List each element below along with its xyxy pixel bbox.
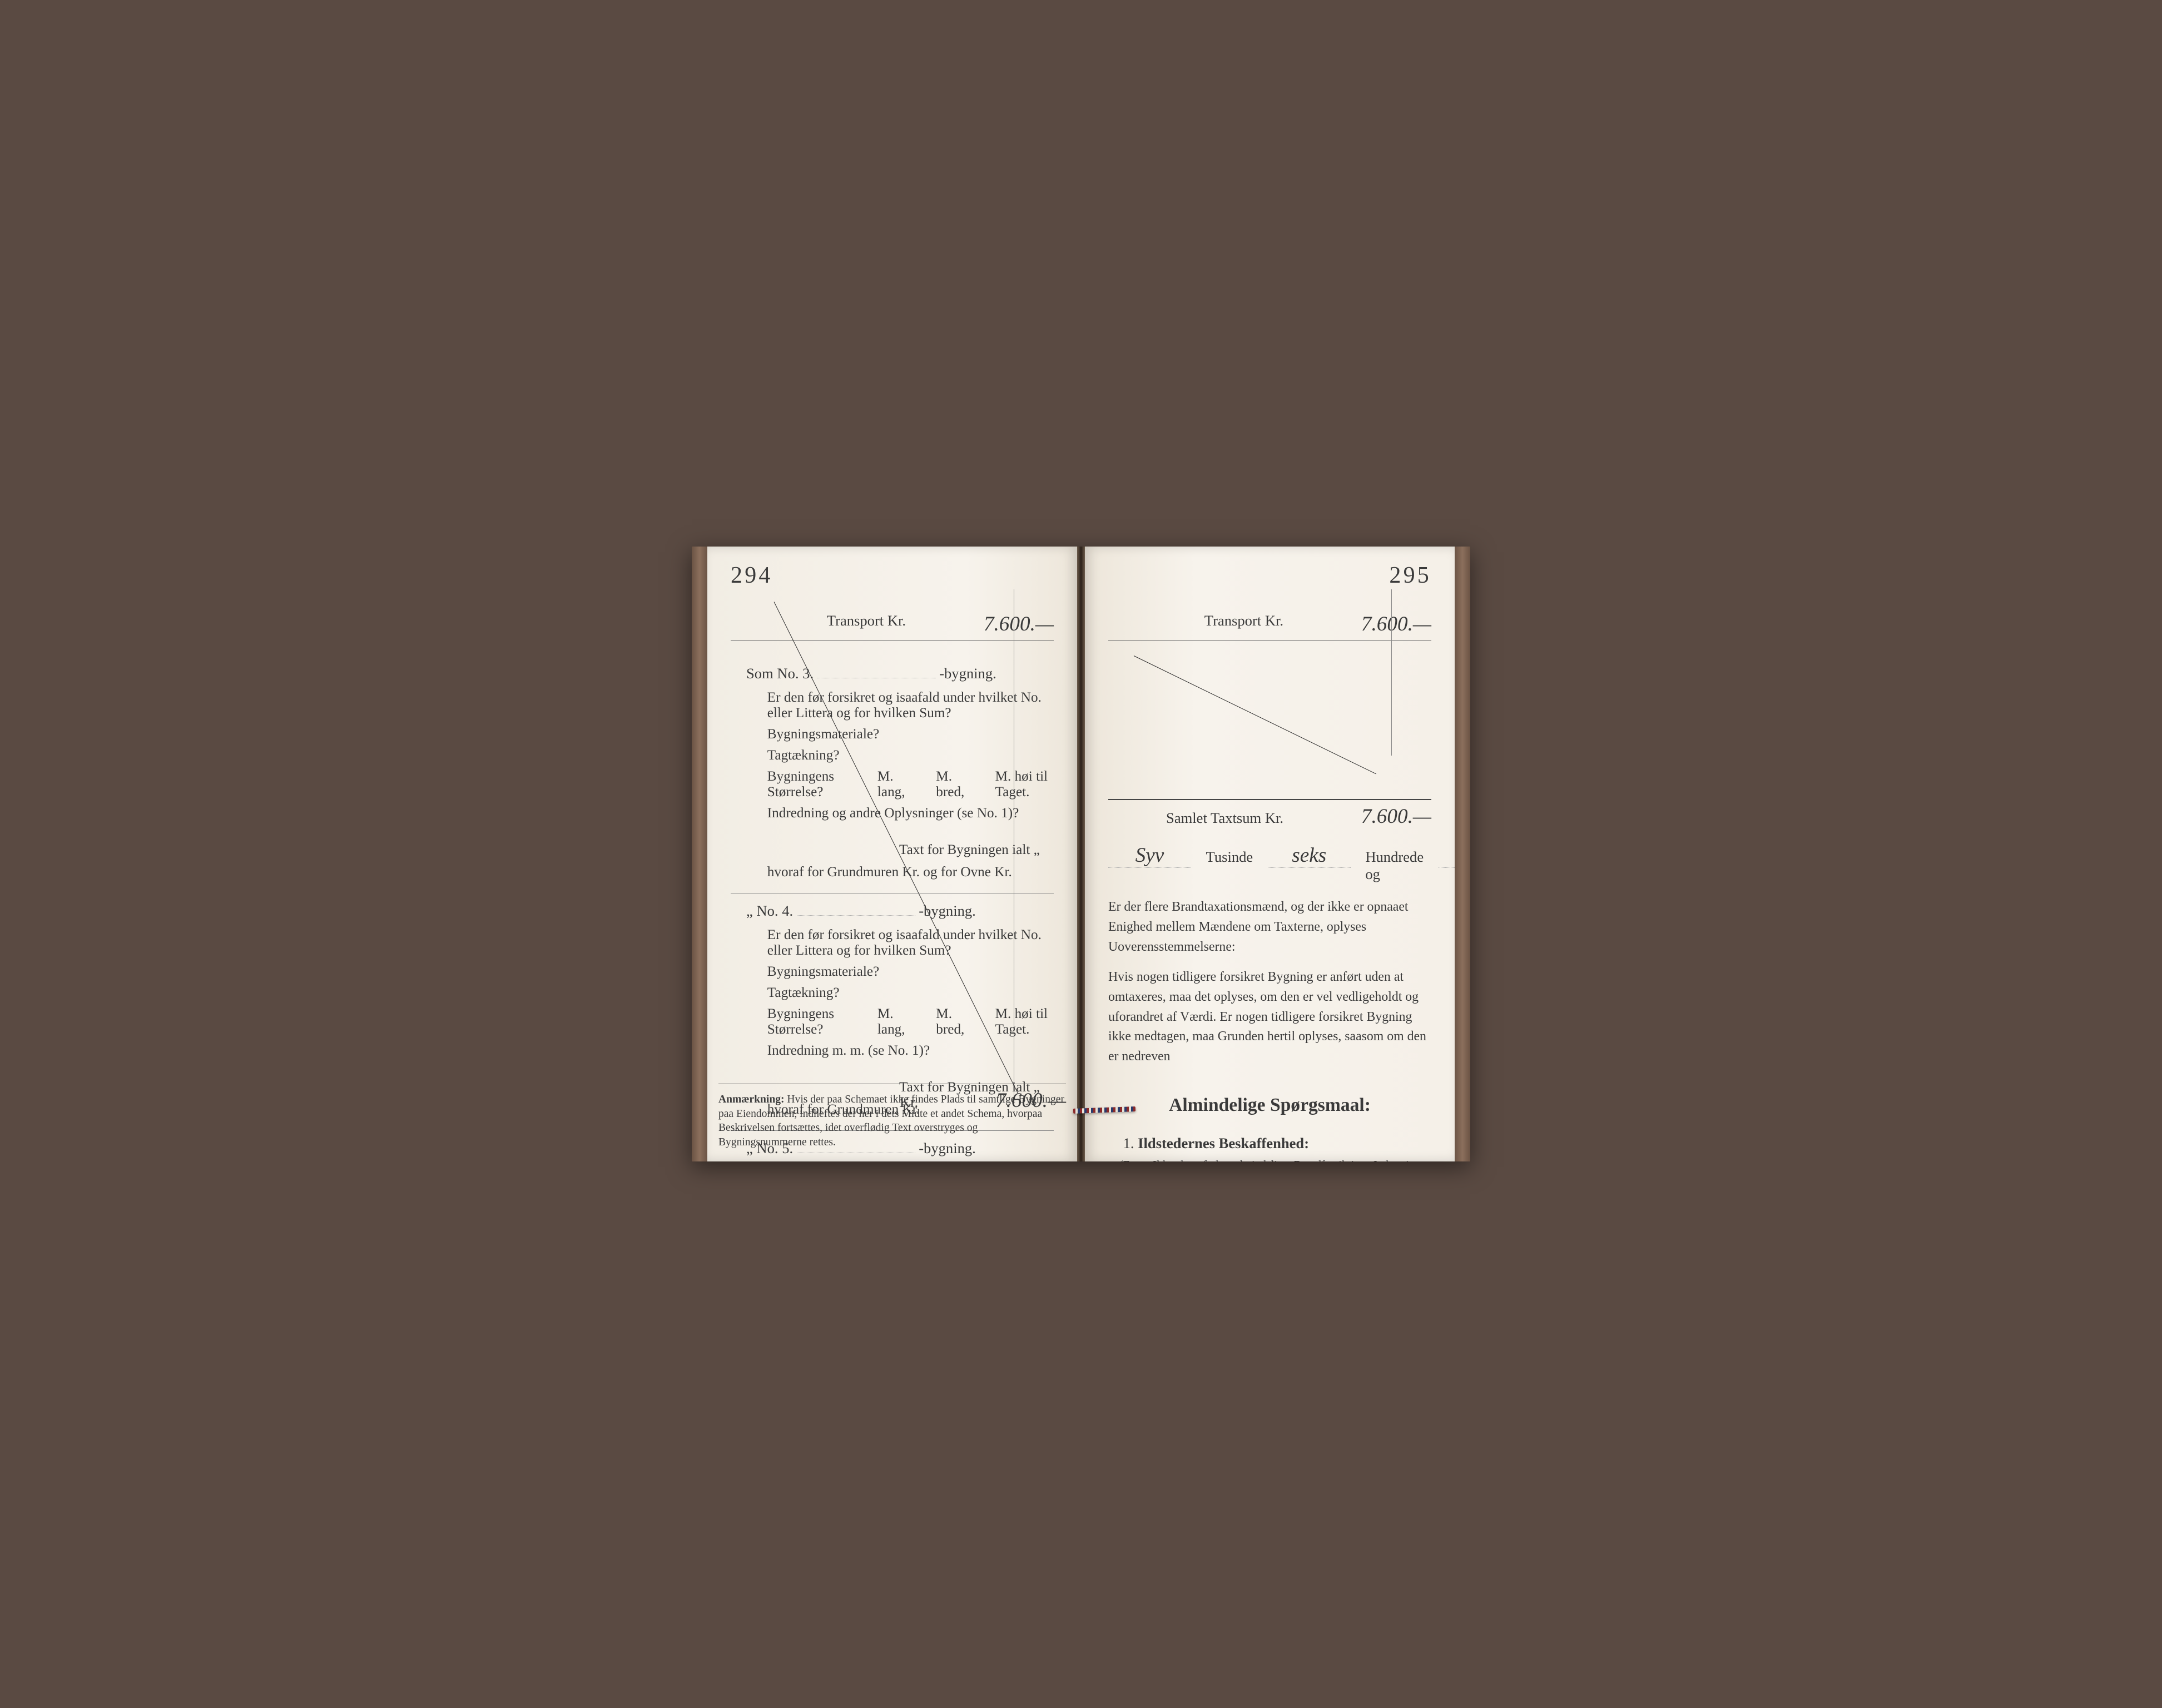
q-forsikret: Er den før forsikret og isaafald under h… — [767, 927, 1054, 959]
section-prefix: Som No. 3. — [746, 665, 814, 682]
q-tagtaekning: Tagtækning? — [767, 985, 1054, 1001]
hundrede-label: Hundrede og — [1365, 848, 1424, 883]
hvoraf-row: hvoraf for Grundmuren Kr. og for Ovne Kr… — [767, 865, 1054, 880]
taxt-row: Taxt for Bygningen ialt „ — [746, 842, 1054, 858]
cell-lang: M. lang, — [877, 1006, 908, 1037]
page-number-left: 294 — [731, 562, 1054, 589]
samlet-value: 7.600.— — [1328, 805, 1431, 828]
transport-row-right: Transport Kr. 7.600.— — [1108, 612, 1431, 641]
right-cover-edge — [1455, 547, 1470, 1161]
section-prefix: „ No. 4. — [746, 902, 793, 919]
regler-intro: (Forat Ildsteder af den almindelige Bran… — [1119, 1159, 1420, 1161]
q-storrelse: Bygningens Størrelse? — [767, 769, 850, 800]
size-row: Bygningens Størrelse? M. lang, M. bred, … — [767, 1006, 1054, 1037]
hundrede-val: seks — [1268, 843, 1351, 868]
sum-in-words: Syv Tusinde seks Hundrede og — Kroner. — [1108, 843, 1431, 883]
tusinde-val: Syv — [1108, 843, 1191, 868]
left-cover-edge — [692, 547, 707, 1161]
q-indredning: Indredning m. m. (se No. 1)? — [767, 1043, 1054, 1059]
sub1-num: 1. — [1123, 1135, 1134, 1151]
diagonal-strike-right — [1134, 656, 1376, 774]
page-number-right: 295 — [1108, 562, 1431, 589]
samlet-row: Samlet Taxtsum Kr. 7.600.— — [1108, 799, 1431, 828]
q-storrelse: Bygningens Størrelse? — [767, 1006, 850, 1037]
transport-value: 7.600.— — [1328, 612, 1431, 636]
cell-bred: M. bred, — [936, 1006, 967, 1037]
section-suffix: -bygning. — [939, 665, 996, 682]
section-no-3: Som No. 3. -bygning. Er den før forsikre… — [731, 656, 1054, 893]
samlet-label: Samlet Taxtsum Kr. — [1166, 810, 1283, 827]
cell-hoi: M. høi til Taget. — [995, 1006, 1054, 1037]
footnote-left: Anmærkning: Hvis der paa Schemaet ikke f… — [718, 1093, 1066, 1149]
size-row: Bygningens Størrelse? M. lang, M. bred, … — [767, 769, 1054, 800]
transport-row-left: Transport Kr. 7.600.— — [731, 612, 1054, 641]
heading-almindelige: Almindelige Spørgsmaal: — [1108, 1095, 1431, 1116]
q-indredning: Indredning og andre Oplysninger (se No. … — [767, 806, 1054, 821]
sub1-title: Ildstedernes Beskaffenhed: — [1138, 1135, 1309, 1151]
section-header: Som No. 3. -bygning. — [746, 665, 1054, 682]
para-enighed: Er der flere Brandtaxationsmænd, og der … — [1108, 897, 1431, 957]
transport-label: Transport Kr. — [827, 612, 906, 636]
q-forsikret: Er den før forsikret og isaafald under h… — [767, 690, 1054, 721]
q-materiale: Bygningsmateriale? — [767, 964, 1054, 980]
footnote-label: Anmærkning: — [718, 1094, 785, 1105]
cell-bred: M. bred, — [936, 769, 967, 800]
q-tagtaekning: Tagtækning? — [767, 748, 1054, 763]
transport-label: Transport Kr. — [1204, 612, 1283, 636]
tusinde-label: Tusinde — [1206, 848, 1253, 866]
section-suffix: -bygning. — [919, 902, 976, 919]
page-left: 294 Transport Kr. 7.600.— Som No. 3. -by… — [707, 547, 1077, 1161]
regler-block: (Forat Ildsteder af den almindelige Bran… — [1119, 1158, 1420, 1161]
book-spread: 294 Transport Kr. 7.600.— Som No. 3. -by… — [692, 547, 1470, 1161]
cell-lang: M. lang, — [877, 769, 908, 800]
para-tidligere: Hvis nogen tidligere forsikret Bygning e… — [1108, 967, 1431, 1066]
cell-hoi: M. høi til Taget. — [995, 769, 1054, 800]
book-gutter — [1077, 547, 1085, 1161]
section-header: „ No. 4. -bygning. — [746, 902, 1054, 920]
sub1: 1. Ildstedernes Beskaffenhed: — [1123, 1135, 1431, 1152]
blank-taxation-area — [1108, 656, 1431, 784]
transport-value: 7.600.— — [950, 612, 1054, 636]
q-materiale: Bygningsmateriale? — [767, 727, 1054, 742]
page-right: 295 Transport Kr. 7.600.— Samlet Taxtsum… — [1085, 547, 1455, 1161]
kroner-val: — — [1439, 843, 1455, 868]
